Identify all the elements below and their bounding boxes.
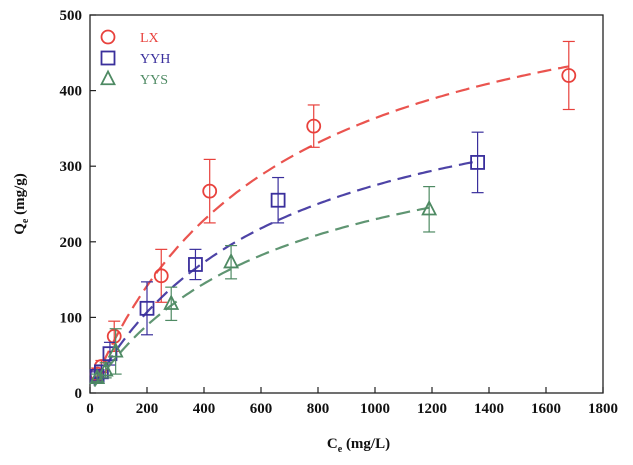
fit-curve-yyh [93,160,478,386]
y-tick-label: 200 [60,235,83,251]
x-axis-title: Ce (mg/L) [327,436,390,455]
x-tick-label: 1400 [474,401,504,417]
data-point-yys [97,360,114,377]
x-tick-label: 800 [307,401,330,417]
x-tick-label: 600 [250,401,273,417]
legend-marker-lx [100,29,116,45]
legend-marker-yyh [100,50,116,66]
y-tick-label: 400 [60,84,83,100]
data-point-lx [153,268,169,284]
x-tick-label: 1800 [588,401,618,417]
y-tick-label: 100 [60,310,83,326]
plot-frame [89,14,604,394]
legend-marker-yys [100,69,116,86]
x-tick-label: 400 [193,401,216,417]
data-point-yyh [102,346,118,362]
data-point-yyh [139,300,155,316]
y-tick-label: 0 [75,386,83,402]
y-tick-label: 500 [60,8,83,24]
data-point-yys [163,294,180,310]
x-tick-label: 1000 [360,401,390,417]
legend-label-yys: YYS [140,73,168,88]
x-tick-label: 200 [136,401,159,417]
x-tick-label: 1200 [417,401,447,417]
data-point-lx [202,183,218,199]
y-tick-label: 300 [60,159,83,175]
data-point-yys [223,252,240,269]
data-point-lx [561,68,577,83]
plot-layer: 0 200 400 600 800 1000 1200 1400 1600 1800 0 100 200… [12,8,618,455]
x-tick-label: 1600 [531,401,561,417]
legend-label-lx: LX [140,31,159,46]
y-axis-title: Qe (mg/g) [12,173,31,235]
fit-curve-yys [93,206,430,388]
x-tick-label: 0 [86,401,94,417]
data-point-lx [306,118,322,134]
data-point-yys [421,199,438,216]
data-point-yyh [188,257,203,272]
data-point-yyh [470,155,486,170]
data-point-yyh [270,192,286,208]
data-point-yys [89,368,106,385]
data-point-yys [107,341,124,358]
fit-curve-lx [93,65,569,384]
legend-label-yyh: YYH [140,52,170,67]
